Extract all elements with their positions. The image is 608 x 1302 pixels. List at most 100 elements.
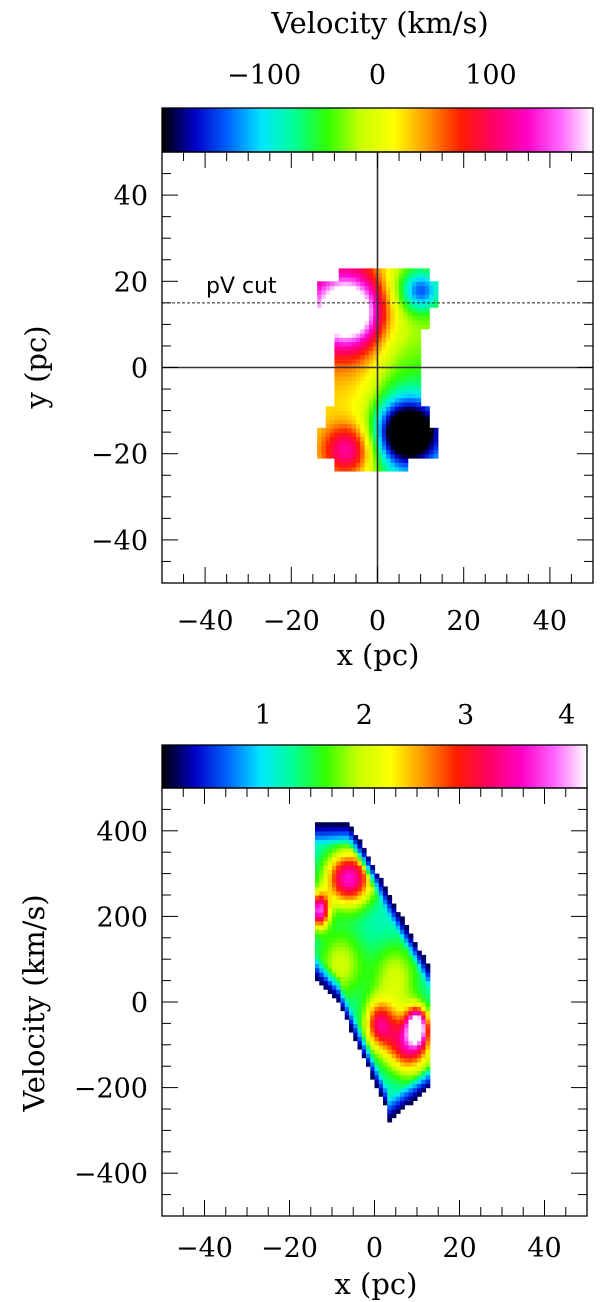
velocity-pixel <box>394 401 400 407</box>
velocity-pixel <box>403 315 409 321</box>
velocity-pixel <box>416 311 422 317</box>
velocity-pixel <box>343 371 348 377</box>
pv-pixel <box>391 1066 397 1072</box>
pv-pixel <box>353 1002 359 1007</box>
pv-pixel <box>417 993 422 999</box>
pv-pixel <box>323 843 329 849</box>
pv-pixel <box>421 1053 427 1059</box>
velocity-pixel <box>347 389 353 394</box>
velocity-pixel <box>429 432 435 438</box>
pv-pixel <box>374 1049 380 1054</box>
pv-pixel <box>319 822 325 828</box>
velocity-pixel <box>411 311 417 317</box>
pv-pixel <box>315 924 320 930</box>
pv-pixel <box>387 963 393 969</box>
pv-pixel <box>344 865 350 870</box>
velocity-pixel <box>403 354 409 360</box>
pv-pixel <box>336 873 342 879</box>
pv-pixel <box>349 912 354 917</box>
pv-pixel <box>319 856 325 862</box>
velocity-pixel <box>351 432 357 438</box>
pv-pixel <box>340 980 346 986</box>
pv-pixel <box>408 993 414 999</box>
velocity-pixel <box>338 453 344 459</box>
velocity-pixel <box>338 298 344 304</box>
pv-pixel <box>319 980 325 986</box>
velocity-pixel <box>338 466 344 472</box>
pv-pixel <box>323 865 329 870</box>
velocity-pixel <box>377 393 383 399</box>
velocity-pixel <box>377 285 383 291</box>
velocity-pixel <box>334 337 340 343</box>
pv-pixel <box>391 1074 397 1080</box>
pv-pixel <box>315 916 320 922</box>
velocity-pixel <box>364 333 370 338</box>
velocity-pixel <box>364 363 370 369</box>
pv-pixel <box>357 856 363 862</box>
pv-pixel <box>404 1066 410 1072</box>
velocity-pixel <box>355 380 361 386</box>
velocity-pixel <box>411 410 417 416</box>
pv-pixel <box>353 937 359 943</box>
velocity-pixel <box>390 414 396 420</box>
pv-pixel <box>421 1079 427 1084</box>
velocity-pixel <box>347 401 353 407</box>
velocity-pixel <box>390 285 396 291</box>
velocity-pixel <box>377 298 383 304</box>
velocity-pixel <box>416 285 422 291</box>
velocity-pixel <box>351 285 357 291</box>
pv-pixel <box>357 924 363 930</box>
velocity-pixel <box>347 367 353 373</box>
pv-pixel <box>319 954 325 960</box>
velocity-pixel <box>407 436 413 442</box>
velocity-pixel <box>343 345 348 351</box>
pv-pixel <box>374 895 380 900</box>
velocity-pixel <box>424 406 430 412</box>
pv-pixel <box>395 989 401 995</box>
velocity-pixel <box>364 311 370 317</box>
velocity-pixel <box>381 315 387 321</box>
velocity-pixel <box>321 302 327 308</box>
velocity-pixel <box>343 406 348 412</box>
velocity-pixel <box>416 276 422 282</box>
velocity-pixel <box>429 302 435 308</box>
pv-pixel <box>370 873 376 879</box>
pv-pixel <box>332 954 337 960</box>
velocity-pixel <box>347 324 353 330</box>
velocity-pixel <box>343 328 348 334</box>
pv-pixel <box>315 847 320 853</box>
velocity-pixel <box>373 320 379 325</box>
velocity-pixel <box>334 307 340 313</box>
y-tick-label: 200 <box>96 902 148 933</box>
pv-pixel <box>344 980 350 986</box>
pv-pixel <box>340 899 346 905</box>
velocity-pixel <box>381 328 387 334</box>
velocity-pixel <box>416 324 422 330</box>
pv-pixel <box>391 976 397 982</box>
pv-pixel <box>315 843 320 849</box>
velocity-pixel <box>399 432 404 438</box>
velocity-pixel <box>424 440 430 446</box>
pv-pixel <box>374 877 380 883</box>
pv-pixel <box>387 1083 393 1089</box>
velocity-pixel <box>420 281 426 287</box>
velocity-pixel <box>386 289 392 295</box>
pv-pixel <box>323 933 329 939</box>
pv-pixel <box>400 967 405 973</box>
pv-pixel <box>395 1100 401 1106</box>
pv-pixel <box>370 895 376 900</box>
velocity-pixel <box>386 410 392 416</box>
pv-pixel <box>344 1010 350 1016</box>
velocity-pixel <box>360 466 366 472</box>
pv-pixel <box>323 882 329 888</box>
velocity-pixel <box>386 276 392 282</box>
velocity-map-x-tick-labels: −40 −20 0 20 40 <box>177 606 567 637</box>
pv-pixel <box>391 946 397 952</box>
pv-pixel <box>425 1023 431 1029</box>
pv-pixel <box>425 1083 431 1089</box>
velocity-pixel <box>386 354 392 360</box>
pv-pixel <box>387 1087 393 1093</box>
velocity-pixel <box>338 371 344 377</box>
velocity-pixel <box>394 324 400 330</box>
velocity-pixel <box>330 423 335 429</box>
